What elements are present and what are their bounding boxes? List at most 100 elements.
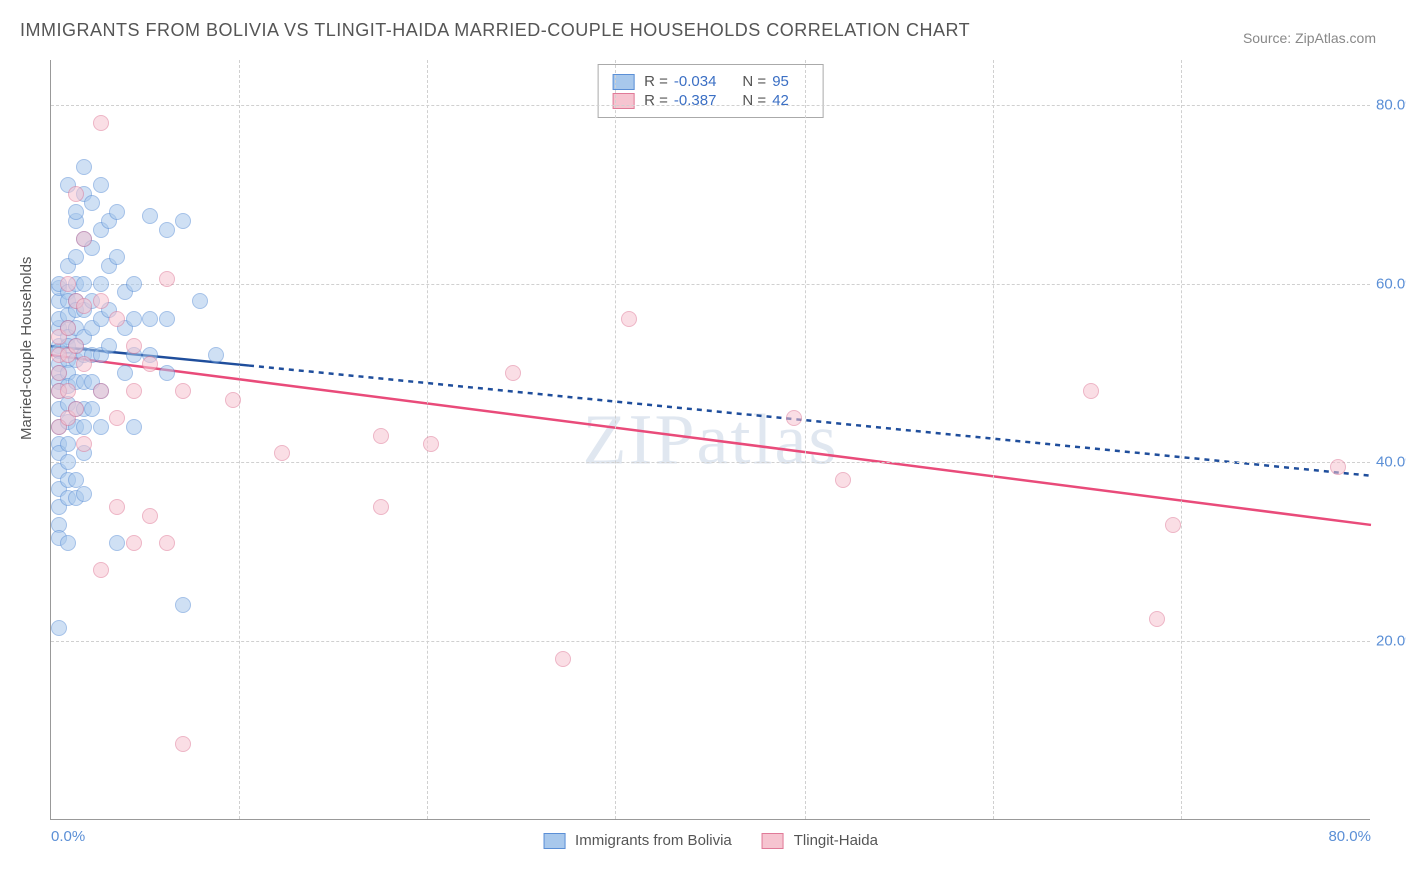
- r-value-1: -0.387: [674, 92, 717, 109]
- scatter-point: [1165, 517, 1181, 533]
- legend-bottom-item-1: Tlingit-Haida: [762, 832, 878, 849]
- scatter-point: [159, 271, 175, 287]
- scatter-point: [142, 508, 158, 524]
- scatter-point: [93, 419, 109, 435]
- x-tick-label: 80.0%: [1328, 828, 1371, 845]
- scatter-point: [60, 535, 76, 551]
- scatter-point: [68, 401, 84, 417]
- scatter-point: [93, 177, 109, 193]
- scatter-point: [68, 186, 84, 202]
- scatter-point: [175, 213, 191, 229]
- legend-stats: R = -0.034 N = 95 R = -0.387 N = 42: [597, 64, 824, 118]
- y-tick-label: 80.0%: [1376, 96, 1406, 113]
- scatter-point: [159, 365, 175, 381]
- scatter-point: [76, 159, 92, 175]
- plot-area: ZIPatlas R = -0.034 N = 95 R = -0.387 N …: [50, 60, 1370, 820]
- scatter-point: [1083, 383, 1099, 399]
- n-label-0: N =: [742, 73, 766, 90]
- scatter-point: [225, 392, 241, 408]
- scatter-point: [93, 562, 109, 578]
- scatter-point: [76, 356, 92, 372]
- scatter-point: [175, 383, 191, 399]
- scatter-point: [555, 651, 571, 667]
- scatter-point: [1330, 459, 1346, 475]
- grid-h: [51, 284, 1370, 285]
- scatter-point: [84, 195, 100, 211]
- scatter-point: [126, 419, 142, 435]
- scatter-point: [175, 736, 191, 752]
- r-value-0: -0.034: [674, 73, 717, 90]
- scatter-point: [76, 419, 92, 435]
- grid-v: [615, 60, 616, 819]
- scatter-point: [373, 499, 389, 515]
- r-label-1: R =: [644, 92, 668, 109]
- scatter-point: [373, 428, 389, 444]
- scatter-point: [126, 276, 142, 292]
- scatter-point: [60, 320, 76, 336]
- trend-lines-layer: [51, 60, 1370, 819]
- scatter-point: [76, 298, 92, 314]
- scatter-point: [423, 436, 439, 452]
- scatter-point: [68, 338, 84, 354]
- n-label-1: N =: [742, 92, 766, 109]
- scatter-point: [68, 204, 84, 220]
- grid-h: [51, 105, 1370, 106]
- chart-title: IMMIGRANTS FROM BOLIVIA VS TLINGIT-HAIDA…: [20, 20, 970, 41]
- grid-v: [1181, 60, 1182, 819]
- scatter-point: [76, 486, 92, 502]
- scatter-point: [505, 365, 521, 381]
- scatter-point: [159, 222, 175, 238]
- scatter-point: [159, 535, 175, 551]
- legend-bottom-label-0: Immigrants from Bolivia: [575, 832, 732, 849]
- y-axis-title: Married-couple Households: [18, 257, 35, 440]
- scatter-point: [109, 204, 125, 220]
- legend-bottom: Immigrants from Bolivia Tlingit-Haida: [543, 832, 878, 849]
- scatter-point: [159, 311, 175, 327]
- scatter-point: [142, 356, 158, 372]
- scatter-point: [109, 535, 125, 551]
- source-label: Source:: [1243, 30, 1291, 46]
- grid-h: [51, 462, 1370, 463]
- legend-bottom-label-1: Tlingit-Haida: [794, 832, 878, 849]
- n-value-1: 42: [772, 92, 789, 109]
- scatter-point: [142, 311, 158, 327]
- source-value: ZipAtlas.com: [1295, 30, 1376, 46]
- scatter-point: [109, 410, 125, 426]
- scatter-point: [117, 365, 133, 381]
- scatter-point: [621, 311, 637, 327]
- scatter-point: [101, 338, 117, 354]
- scatter-point: [142, 208, 158, 224]
- scatter-point: [76, 436, 92, 452]
- source-attribution: Source: ZipAtlas.com: [1243, 30, 1376, 46]
- legend-swatch-b0: [543, 833, 565, 849]
- scatter-point: [126, 311, 142, 327]
- chart-container: IMMIGRANTS FROM BOLIVIA VS TLINGIT-HAIDA…: [0, 0, 1406, 892]
- scatter-point: [60, 454, 76, 470]
- scatter-point: [76, 231, 92, 247]
- scatter-point: [93, 293, 109, 309]
- trend-line: [51, 355, 1371, 525]
- scatter-point: [93, 115, 109, 131]
- scatter-point: [208, 347, 224, 363]
- scatter-point: [126, 338, 142, 354]
- scatter-point: [51, 365, 67, 381]
- grid-v: [805, 60, 806, 819]
- scatter-point: [68, 249, 84, 265]
- grid-h: [51, 641, 1370, 642]
- y-tick-label: 20.0%: [1376, 633, 1406, 650]
- scatter-point: [835, 472, 851, 488]
- scatter-point: [76, 276, 92, 292]
- scatter-point: [192, 293, 208, 309]
- legend-swatch-b1: [762, 833, 784, 849]
- scatter-point: [93, 276, 109, 292]
- scatter-point: [60, 383, 76, 399]
- scatter-point: [109, 249, 125, 265]
- y-tick-label: 60.0%: [1376, 275, 1406, 292]
- legend-bottom-item-0: Immigrants from Bolivia: [543, 832, 732, 849]
- scatter-point: [93, 383, 109, 399]
- r-label-0: R =: [644, 73, 668, 90]
- scatter-point: [84, 401, 100, 417]
- scatter-point: [786, 410, 802, 426]
- legend-stats-row-1: R = -0.387 N = 42: [612, 92, 809, 109]
- x-tick-label: 0.0%: [51, 828, 85, 845]
